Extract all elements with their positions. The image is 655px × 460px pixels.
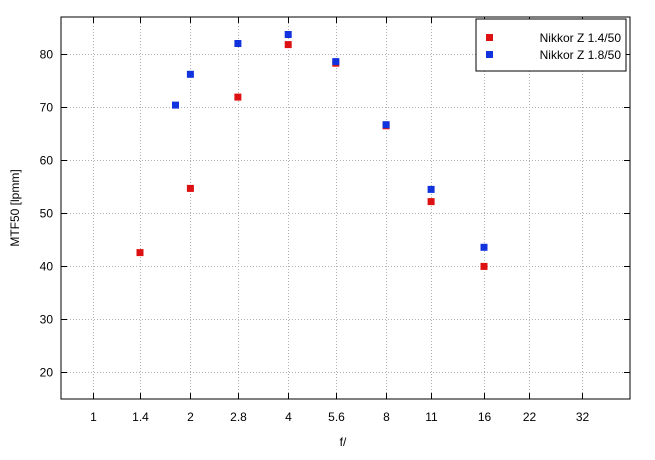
y-tick-label: 60 [40,154,54,168]
data-point-series-2 [172,101,179,109]
legend-box [475,18,627,72]
y-tick-label: 30 [40,313,54,327]
data-point-series-1 [136,249,144,257]
data-point-series-2 [332,58,340,66]
x-tick-label: 8 [383,410,390,424]
legend-label-series-1: Nikkor Z 1.4/50 [540,31,622,45]
y-tick-label: 40 [40,260,54,274]
data-point-series-2 [382,121,390,129]
x-axis-title: f/ [340,435,347,449]
y-tick-label: 20 [40,366,54,380]
data-point-series-1 [427,198,435,206]
legend-marker-series-2 [486,51,493,58]
x-tick-label: 32 [576,410,590,424]
data-point-series-1 [480,262,488,270]
x-tick-label: 4 [285,410,292,424]
grid [61,17,630,399]
data-point-series-2 [284,31,292,38]
y-tick-label: 80 [40,48,54,62]
data-point-series-2 [427,185,435,193]
x-tick-label: 1 [90,410,97,424]
data-point-series-2 [234,40,242,47]
data-point-series-1 [186,184,194,192]
y-tick-label: 50 [40,207,54,221]
x-tick-label: 1.4 [132,410,149,424]
x-tick-label: 22 [523,410,537,424]
legend-label-series-2: Nikkor Z 1.8/50 [540,48,622,62]
x-tick-label: 2.8 [230,410,247,424]
y-axis-title: MTF50 [lpmm] [8,169,22,246]
y-tick-label: 70 [40,101,54,115]
x-tick-label: 11 [425,410,438,424]
legend-marker-series-1 [486,34,493,41]
plot-area-frame [60,16,631,400]
x-tick-label: 16 [478,410,492,424]
data-point-series-2 [480,243,488,251]
data-point-series-2 [186,70,194,78]
axis-ticks: 1 1.4 2 2.8 4 5.6 8 11 16 22 32 20 30 40 50 60 70 80 [40,17,630,424]
data-point-series-1 [234,93,242,101]
x-tick-label: 2 [187,410,194,424]
legend: Nikkor Z 1.4/50 Nikkor Z 1.8/50 [475,18,627,72]
data-points [136,31,488,270]
x-tick-label: 5.6 [328,410,345,424]
data-point-series-1 [284,41,292,49]
